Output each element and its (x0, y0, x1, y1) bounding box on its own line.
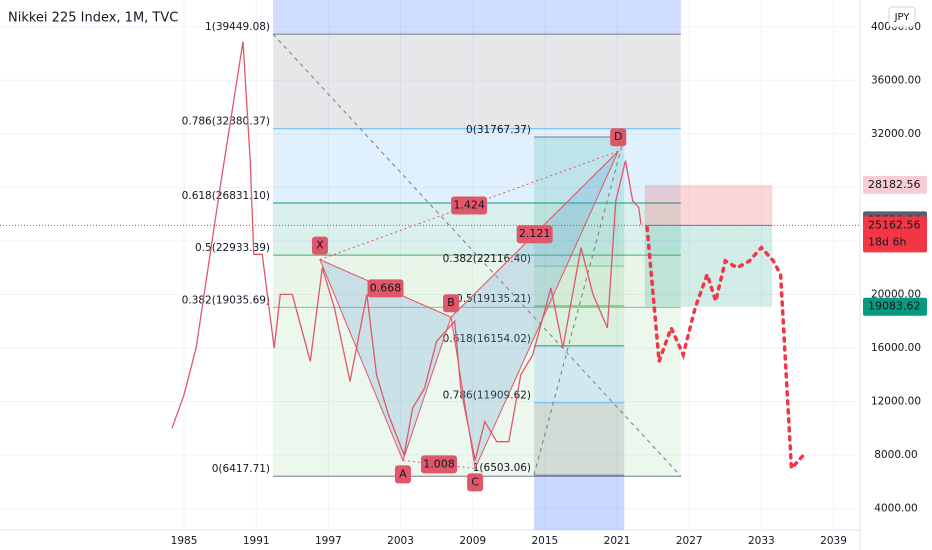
fib-band (534, 306, 625, 346)
point-box (610, 128, 627, 147)
ratio-box (367, 279, 404, 298)
y-tick-label: 36000.00 (871, 74, 921, 86)
stop-zone (644, 184, 773, 226)
point-label: X (316, 239, 324, 252)
fib-label: 0(6417.71) (212, 463, 270, 475)
ratio-label: 1.424 (451, 196, 488, 215)
y-tick-label: 12000.00 (871, 396, 921, 408)
point-box (443, 294, 460, 313)
fib-band (273, 255, 681, 308)
x-tick-label: 1985 (171, 535, 198, 547)
ratio-box (451, 196, 488, 215)
ratio-box (516, 225, 553, 244)
x-tick-label: 2039 (820, 535, 847, 547)
x-tick-label: 2033 (748, 535, 775, 547)
fib-label: 0.786(32380.37) (182, 116, 270, 128)
date-range-highlight (534, 475, 625, 530)
fib-label: 0.382(19035.69) (182, 294, 270, 306)
x-tick-label: 2027 (676, 535, 703, 547)
ratio-text: 0.668 (370, 281, 402, 294)
pattern-leg (450, 150, 619, 318)
date-range-highlight (273, 0, 681, 35)
price-label-box (863, 297, 927, 316)
fib-band (273, 34, 681, 129)
fib-label: 1(39449.08) (205, 21, 270, 33)
ratio-box (421, 455, 458, 474)
point-label: B (447, 296, 455, 309)
fib-label: 0.618(26831.10) (182, 190, 270, 202)
point-box (467, 473, 484, 492)
ratio-label: 0.668 (367, 279, 404, 298)
currency-box[interactable] (888, 6, 916, 28)
x-tick-label: 2009 (459, 535, 486, 547)
chart-title: Nikkei 225 Index, 1M, TVC (8, 11, 178, 26)
y-tick-label: 16000.00 (871, 342, 921, 354)
fib-label: 0.382(22116.40) (443, 253, 531, 265)
fib-band (534, 345, 625, 403)
point-box (394, 465, 411, 484)
fib-label: 0.5(22933.39) (195, 242, 270, 254)
price-line (171, 41, 642, 461)
currency[interactable]: JPY (894, 12, 911, 23)
price-label-box (863, 175, 927, 194)
ratio-text: 1.008 (423, 457, 455, 470)
y-tick-label: 20000.00 (871, 288, 921, 300)
price-label-box (863, 216, 927, 253)
x-tick-label: 2003 (387, 535, 414, 547)
fib-label: 0(31767.37) (466, 124, 531, 136)
y-tick-label: 8000.00 (874, 449, 917, 461)
point-label: C (471, 475, 479, 488)
y-tick-label: 32000.00 (871, 128, 921, 140)
point-label: A (399, 467, 407, 480)
target-zone (644, 225, 773, 307)
y-tick-label: 4000.00 (874, 503, 917, 515)
ratio-label: 2.121 (516, 225, 553, 244)
countdown: 18d 6h (868, 235, 906, 248)
x-tick-label: 1997 (315, 535, 342, 547)
fib-band (534, 402, 625, 476)
price-label: 28182.56 (868, 178, 921, 191)
point-label: D (614, 130, 622, 143)
point-box (311, 236, 328, 255)
price-label: 19083.62 (868, 300, 921, 313)
projection-path (645, 225, 806, 473)
fib-label: 0.5(19135.21) (456, 293, 531, 305)
price-label: 25162.56 (868, 218, 921, 231)
ratio-label: 1.008 (421, 455, 458, 474)
ratio-text: 1.424 (453, 198, 485, 211)
x-tick-label: 2021 (604, 535, 631, 547)
ratio-text: 2.121 (519, 227, 551, 240)
x-tick-label: 1991 (243, 535, 270, 547)
fib-band (273, 307, 681, 477)
x-tick-label: 2015 (531, 535, 558, 547)
fib-label: 0.618(16154.02) (443, 333, 531, 345)
fib-label: 1(6503.06) (473, 462, 531, 474)
fib-band (534, 136, 625, 267)
fib-trend-line (533, 136, 625, 476)
